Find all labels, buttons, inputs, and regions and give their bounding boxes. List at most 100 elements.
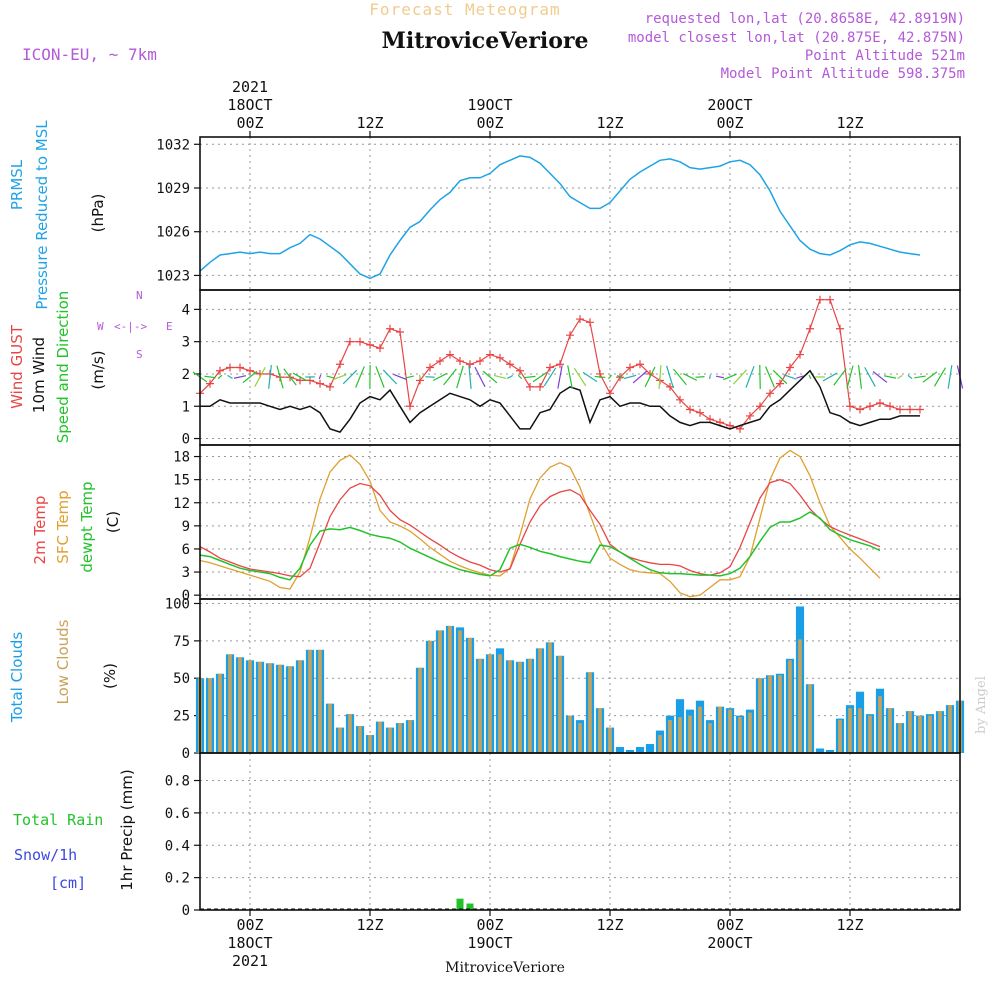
rain-bar bbox=[456, 898, 464, 910]
rain-label: Total Rain bbox=[13, 811, 103, 829]
wind-arrow bbox=[822, 372, 838, 382]
wind-arrow bbox=[204, 375, 216, 379]
total-cloud-bar bbox=[625, 750, 635, 753]
wind-arrow bbox=[846, 365, 854, 389]
low-cloud-bar bbox=[438, 630, 442, 753]
t2m-label: 2m Temp bbox=[31, 496, 49, 565]
wind-arrow bbox=[506, 374, 514, 379]
gust-marker bbox=[836, 324, 844, 333]
wind-arrow bbox=[673, 368, 687, 386]
total-cloud-bar bbox=[635, 747, 645, 753]
gust-marker bbox=[866, 402, 874, 411]
low-cloud-bar bbox=[948, 705, 952, 753]
wind-direction-label: Speed and Direction bbox=[54, 291, 72, 444]
wind-arrow bbox=[884, 375, 896, 379]
total-cloud-bar bbox=[815, 748, 825, 753]
low-cloud-bar bbox=[598, 708, 602, 753]
dewpt-line bbox=[199, 511, 881, 581]
low-cloud-bar bbox=[558, 655, 562, 753]
gust-marker bbox=[796, 350, 804, 359]
low-cloud-bar bbox=[938, 711, 942, 753]
low-cloud-bar bbox=[328, 703, 332, 753]
compass-arrows: <-|-> bbox=[114, 320, 147, 333]
wind-arrow bbox=[732, 369, 748, 385]
wind-arrow bbox=[682, 372, 698, 381]
wind-arrow bbox=[796, 375, 804, 379]
wind-arrow bbox=[933, 367, 947, 387]
gust-marker bbox=[436, 357, 444, 366]
wind-arrow bbox=[897, 374, 903, 380]
time-label-bottom: 18OCT bbox=[227, 934, 272, 952]
y-tick-label: 9 bbox=[182, 519, 190, 535]
wind-arrow bbox=[658, 364, 662, 389]
gust-marker bbox=[556, 360, 564, 369]
y-tick-label: 1029 bbox=[156, 181, 190, 197]
gust-marker bbox=[786, 363, 794, 372]
y-tick-label: 6 bbox=[182, 542, 190, 558]
total-cloud-bar bbox=[645, 744, 655, 753]
time-label-top: 19OCT bbox=[467, 96, 512, 114]
gust-marker bbox=[816, 295, 824, 304]
gust-marker bbox=[336, 360, 344, 369]
low-cloud-bar bbox=[448, 625, 452, 753]
wind-arrow bbox=[227, 374, 233, 380]
wind-arrow bbox=[517, 374, 523, 380]
wind-arrow bbox=[833, 368, 847, 386]
snow-unit: [cm] bbox=[50, 874, 86, 892]
wind-arrow bbox=[594, 375, 606, 379]
precip-axis-label: 1hr Precip (mm) bbox=[118, 769, 136, 890]
time-label-top: 00Z bbox=[716, 114, 743, 132]
time-label-top: 12Z bbox=[356, 114, 383, 132]
y-tick-label: 1 bbox=[182, 399, 190, 415]
wind-arrow bbox=[355, 366, 365, 388]
low-cloud-bar bbox=[678, 717, 682, 753]
gust-marker bbox=[356, 337, 364, 346]
low-cloud-bar bbox=[388, 727, 392, 753]
gust-marker bbox=[406, 402, 414, 411]
low-cloud-bar bbox=[868, 715, 872, 753]
wind-arrow bbox=[922, 371, 938, 383]
compass-e: E bbox=[166, 320, 173, 333]
time-label-bottom: 20OCT bbox=[707, 934, 752, 952]
gust-marker bbox=[756, 402, 764, 411]
y-tick-label: 0.8 bbox=[165, 774, 190, 790]
low-cloud-bar bbox=[548, 642, 552, 753]
y-tick-label: 75 bbox=[173, 634, 190, 650]
low-cloud-bar bbox=[508, 660, 512, 753]
wind-arrow bbox=[217, 374, 223, 380]
gust-marker bbox=[846, 402, 854, 411]
model-altitude: Model Point Altitude 598.375m bbox=[721, 66, 965, 82]
gust-marker bbox=[516, 366, 524, 375]
wind-arrow bbox=[382, 369, 398, 385]
wind-arrow bbox=[623, 374, 637, 380]
y-tick-label: 1032 bbox=[156, 137, 190, 153]
low-cloud-bar bbox=[238, 657, 242, 753]
low-cloud-bar bbox=[528, 658, 532, 753]
gust-marker bbox=[216, 366, 224, 375]
wind-arrow bbox=[808, 374, 812, 380]
low-cloud-bar bbox=[588, 672, 592, 753]
gust-marker bbox=[566, 331, 574, 340]
low-cloud-bar bbox=[908, 711, 912, 753]
pressure-label-long: Pressure Reduced to MSL bbox=[33, 120, 51, 310]
wind-arrow bbox=[482, 370, 498, 384]
low-cloud-bar bbox=[278, 664, 282, 753]
gust-marker bbox=[386, 324, 394, 333]
y-tick-label: 3 bbox=[182, 335, 190, 351]
compass-w: W bbox=[97, 320, 104, 333]
gust-marker bbox=[456, 357, 464, 366]
wind-arrow bbox=[425, 376, 435, 378]
time-label-top: 20OCT bbox=[707, 96, 752, 114]
time-label-bottom: 12Z bbox=[356, 916, 383, 934]
y-tick-label: 0 bbox=[182, 432, 190, 448]
compass-n: N bbox=[136, 289, 143, 302]
wind-arrow bbox=[393, 373, 407, 381]
pressure-unit: (hPa) bbox=[89, 194, 107, 233]
gust-marker bbox=[506, 360, 514, 369]
low-cloud-bar bbox=[228, 654, 232, 753]
wind-arrow bbox=[292, 372, 308, 382]
low-cloud-bar bbox=[738, 717, 742, 753]
wind-arrow bbox=[524, 375, 536, 379]
gust-marker bbox=[886, 402, 894, 411]
low-cloud-bar bbox=[768, 675, 772, 753]
